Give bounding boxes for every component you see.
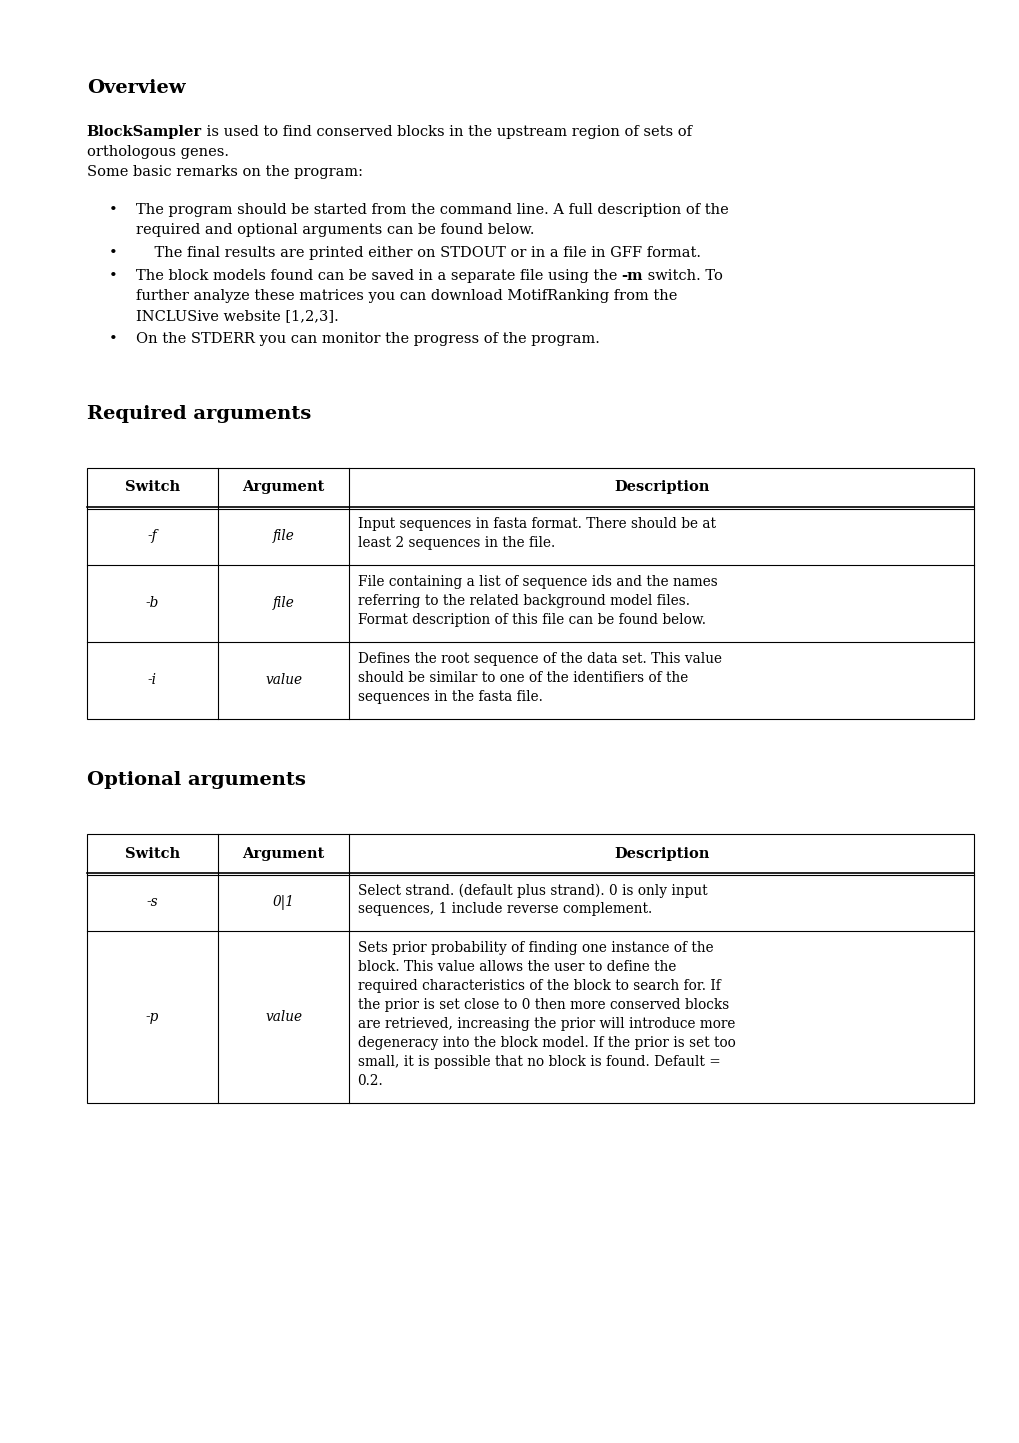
Text: Switch: Switch [124,847,179,861]
Text: Defines the root sequence of the data set. This value: Defines the root sequence of the data se… [358,652,720,665]
Text: block. This value allows the user to define the: block. This value allows the user to def… [358,961,676,974]
Text: File containing a list of sequence ids and the names: File containing a list of sequence ids a… [358,574,716,589]
Text: Overview: Overview [87,79,185,97]
Text: •: • [109,247,118,260]
Text: required characteristics of the block to search for. If: required characteristics of the block to… [358,980,719,993]
Text: value: value [265,1010,302,1025]
Text: BlockSampler: BlockSampler [87,126,202,140]
Text: sequences in the fasta file.: sequences in the fasta file. [358,690,542,704]
Text: small, it is possible that no block is found. Default =: small, it is possible that no block is f… [358,1055,719,1069]
Bar [87,834,973,1104]
Text: Select strand. (default plus strand). 0 is only input: Select strand. (default plus strand). 0 … [358,883,706,898]
Text: file: file [272,530,294,543]
Text: should be similar to one of the identifiers of the: should be similar to one of the identifi… [358,671,687,685]
Text: Some basic remarks on the program:: Some basic remarks on the program: [87,166,363,179]
Bar [87,468,973,719]
Text: ‑m: ‑m [621,270,643,283]
Text: least 2 sequences in the file.: least 2 sequences in the file. [358,535,554,550]
Text: is used to find conserved blocks in the upstream region of sets of: is used to find conserved blocks in the … [202,126,691,140]
Text: Sets prior probability of finding one instance of the: Sets prior probability of finding one in… [358,941,712,955]
Text: The final results are printed either on STDOUT or in a file in GFF format.: The final results are printed either on … [136,247,700,260]
Text: Required arguments: Required arguments [87,405,311,423]
Text: Description: Description [613,847,709,861]
Text: •: • [109,270,118,283]
Text: The program should be started from the command line. A full description of the: The program should be started from the c… [136,203,728,218]
Text: •: • [109,332,118,346]
Text: -p: -p [146,1010,159,1025]
Text: •: • [109,203,118,218]
Text: INCLUSive website [1,2,3].: INCLUSive website [1,2,3]. [136,309,338,323]
Text: value: value [265,674,302,687]
Text: are retrieved, increasing the prior will introduce more: are retrieved, increasing the prior will… [358,1017,734,1032]
Text: Optional arguments: Optional arguments [87,772,306,789]
Text: sequences, 1 include reverse complement.: sequences, 1 include reverse complement. [358,902,651,916]
Text: switch. To: switch. To [643,270,722,283]
Text: Argument: Argument [243,481,324,495]
Text: The block models found can be saved in a separate file using the: The block models found can be saved in a… [136,270,621,283]
Text: -f: -f [148,530,157,543]
Text: the prior is set close to 0 then more conserved blocks: the prior is set close to 0 then more co… [358,999,728,1013]
Text: Description: Description [613,481,709,495]
Text: degeneracy into the block model. If the prior is set too: degeneracy into the block model. If the … [358,1036,735,1051]
Text: referring to the related background model files.: referring to the related background mode… [358,595,689,608]
Text: orthologous genes.: orthologous genes. [87,146,228,159]
Text: -b: -b [146,596,159,610]
Text: 0.2.: 0.2. [358,1075,383,1088]
Text: Format description of this file can be found below.: Format description of this file can be f… [358,613,705,626]
Text: 0|1: 0|1 [272,895,294,911]
Text: -s: -s [147,895,158,909]
Text: Argument: Argument [243,847,324,861]
Text: -i: -i [148,674,157,687]
Text: required and optional arguments can be found below.: required and optional arguments can be f… [136,224,534,237]
Text: file: file [272,596,294,610]
Text: Input sequences in fasta format. There should be at: Input sequences in fasta format. There s… [358,517,715,531]
Text: Switch: Switch [124,481,179,495]
Text: On the STDERR you can monitor the progress of the program.: On the STDERR you can monitor the progre… [136,332,599,346]
Text: further analyze these matrices you can download MotifRanking from the: further analyze these matrices you can d… [136,290,677,303]
